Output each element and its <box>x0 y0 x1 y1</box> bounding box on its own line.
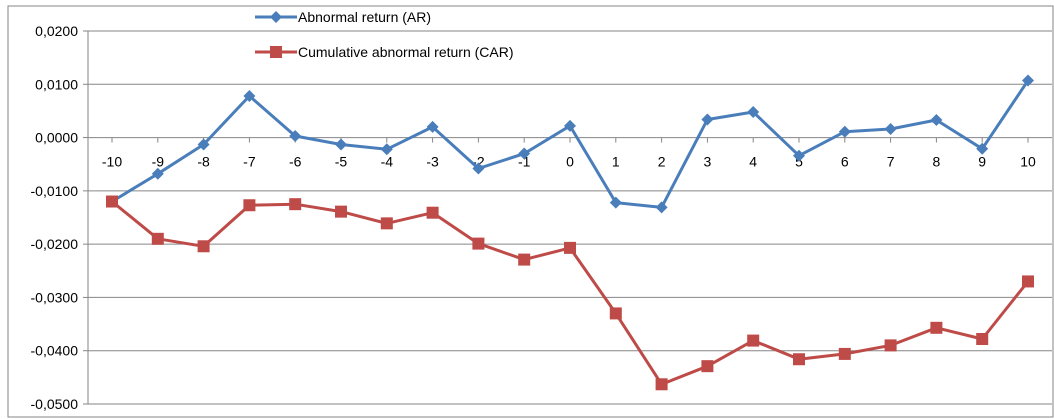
x-tick-label: -8 <box>197 154 210 170</box>
series-layer <box>106 74 1034 391</box>
data-point <box>609 196 622 209</box>
x-tick-label: 0 <box>566 154 574 170</box>
legend-item: Cumulative abnormal return (CAR) <box>255 44 514 60</box>
data-point <box>884 123 897 136</box>
data-point <box>335 138 347 151</box>
x-tick-label: 3 <box>704 154 712 170</box>
x-tick-label: -9 <box>152 154 165 170</box>
legend-label: Abnormal return (AR) <box>298 9 431 25</box>
data-point <box>930 113 943 126</box>
axes: 0,0200 0,0100 0,0000 -0,0100 -0,0200 -0,0300 -… <box>31 23 1036 412</box>
data-point <box>243 90 256 103</box>
data-point <box>564 119 576 132</box>
x-tick-label: 6 <box>841 154 849 170</box>
data-point <box>197 240 210 253</box>
y-tick-label: -0,0200 <box>31 236 79 252</box>
x-tick-label: 8 <box>933 154 941 170</box>
x-tick-label: -5 <box>335 154 348 170</box>
data-point <box>655 378 668 391</box>
x-tick-label: -3 <box>426 154 439 170</box>
data-point <box>472 237 485 250</box>
data-point <box>976 332 989 345</box>
x-tick-label: 1 <box>612 154 620 170</box>
data-point <box>151 167 164 180</box>
data-point <box>747 105 760 118</box>
data-point <box>930 321 943 334</box>
data-point <box>884 339 897 352</box>
data-point <box>1022 275 1034 288</box>
data-point <box>793 353 805 366</box>
data-point <box>564 241 576 254</box>
legend-marker <box>270 11 282 23</box>
data-point <box>793 149 805 162</box>
y-tick-label: 0,0100 <box>35 76 78 92</box>
chart-frame <box>7 5 1054 418</box>
data-point <box>747 334 760 347</box>
legend-item: Abnormal return (AR) <box>255 9 431 25</box>
y-tick-label: -0,0300 <box>31 289 79 305</box>
x-tick-label: -10 <box>102 154 122 170</box>
y-tick-label: -0,0500 <box>31 396 79 412</box>
legend-label: Cumulative abnormal return (CAR) <box>298 44 514 60</box>
data-point <box>472 162 485 175</box>
data-point <box>380 143 393 156</box>
legend: Abnormal return (AR) Cumulative abnormal … <box>255 9 514 60</box>
series-car <box>106 195 1034 391</box>
data-point <box>701 360 714 373</box>
y-tick-label: 0,0000 <box>35 130 78 146</box>
legend-marker <box>270 46 282 58</box>
x-tick-label: 7 <box>887 154 895 170</box>
data-point <box>380 217 393 230</box>
data-point <box>838 125 851 138</box>
data-point <box>289 198 302 211</box>
data-point <box>151 232 164 245</box>
data-point <box>335 205 347 218</box>
data-point <box>518 253 531 266</box>
data-point <box>609 307 622 320</box>
y-tick-label: -0,0400 <box>31 343 79 359</box>
data-point <box>518 147 531 160</box>
data-point <box>243 199 256 212</box>
data-point <box>289 129 302 142</box>
x-tick-label: -7 <box>243 154 256 170</box>
x-tick-label: -4 <box>381 154 394 170</box>
y-tick-label: 0,0200 <box>35 23 78 39</box>
data-point <box>106 195 118 208</box>
x-tick-label: 10 <box>1020 154 1036 170</box>
x-tick-label: -6 <box>289 154 302 170</box>
data-point <box>1022 74 1034 87</box>
x-tick-label: 4 <box>749 154 757 170</box>
x-tick-label: -1 <box>518 154 531 170</box>
data-point <box>426 206 439 219</box>
data-point <box>197 138 210 151</box>
x-tick-label: 9 <box>978 154 986 170</box>
data-point <box>655 201 668 214</box>
data-point <box>701 113 714 126</box>
x-tick-label: 2 <box>658 154 666 170</box>
data-point <box>976 142 989 155</box>
data-point <box>426 120 439 133</box>
data-point <box>838 347 851 360</box>
y-tick-label: -0,0100 <box>31 183 79 199</box>
